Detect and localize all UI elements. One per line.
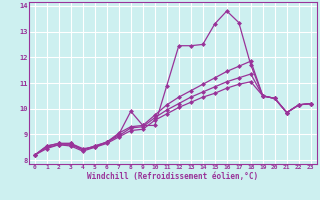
X-axis label: Windchill (Refroidissement éolien,°C): Windchill (Refroidissement éolien,°C) [87,172,258,181]
